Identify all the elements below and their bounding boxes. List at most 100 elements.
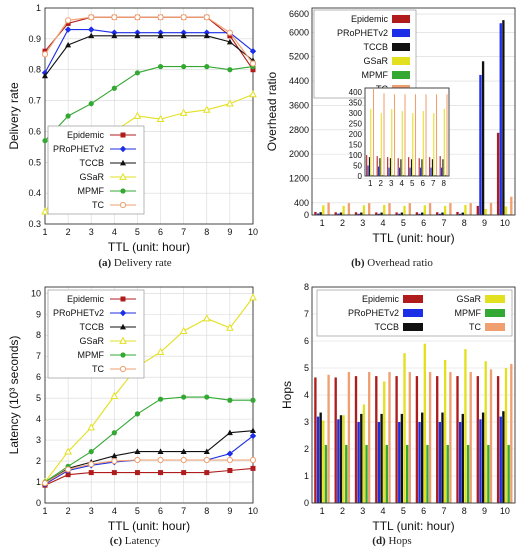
- data-point-tccb: [157, 448, 164, 455]
- y-tick-label: 0.4: [28, 188, 41, 198]
- bar-gsar: [401, 111, 403, 176]
- bar-tc: [446, 94, 448, 176]
- legend-label: MPMF: [78, 186, 105, 196]
- legend-label: TC: [92, 200, 104, 210]
- plot-frame: [44, 7, 254, 225]
- x-tick-label: 9: [227, 227, 232, 237]
- y-tick-label: 400: [349, 88, 363, 97]
- data-point-gsar: [110, 391, 119, 399]
- bar-tc: [388, 372, 391, 503]
- legend-box: [313, 9, 417, 99]
- bar-tc: [449, 203, 452, 215]
- bar-prophetv2: [337, 213, 340, 215]
- legend-label: PRoPHETv2: [53, 144, 104, 154]
- caption-d: (d) Hops: [372, 535, 412, 547]
- x-tick-label: 1: [368, 179, 373, 188]
- data-point-mpmf: [227, 397, 233, 403]
- legend-swatch: [392, 15, 410, 23]
- y-tick-label: 7: [304, 309, 309, 319]
- bar-mpmf: [487, 444, 490, 503]
- legend-marker: [120, 188, 126, 194]
- y-tick-label: 1200: [289, 173, 309, 183]
- x-tick-label: 2: [340, 506, 345, 516]
- y-tick-label: 2000: [289, 149, 309, 159]
- bar-tccb: [400, 159, 402, 176]
- bar-gsar: [422, 111, 424, 176]
- legend-marker: [119, 309, 127, 317]
- bar-epidemic: [334, 377, 337, 503]
- x-tick-label: 10: [248, 506, 258, 516]
- legend-swatch: [485, 309, 505, 317]
- y-tick-label: 350: [349, 99, 363, 108]
- bar-tccb: [441, 412, 444, 503]
- x-axis-label: TTL (unit: hour): [372, 519, 454, 533]
- data-point-tccb: [42, 72, 48, 79]
- x-tick-label: 5: [135, 506, 140, 516]
- data-point-epidemic: [250, 67, 256, 73]
- data-point-tc: [180, 456, 187, 464]
- legend-swatch: [392, 57, 410, 65]
- caption-b: (b) Overhead ratio: [351, 257, 433, 269]
- y-tick-label: 0: [304, 498, 309, 508]
- y-tick-label: 50: [353, 162, 362, 171]
- bar-epidemic: [439, 156, 441, 176]
- bar-prophetv2: [418, 422, 421, 503]
- series-line-mpmf: [44, 396, 253, 483]
- x-tick-label: 3: [360, 506, 365, 516]
- data-point-tc: [157, 456, 164, 464]
- bar-epidemic: [429, 157, 431, 176]
- legend-label: MPMF: [455, 308, 482, 318]
- bar-gsar: [383, 381, 386, 503]
- y-tick-label: 0.3: [28, 219, 41, 229]
- bar-tccb: [400, 413, 404, 503]
- data-point-mpmf: [204, 394, 210, 400]
- legend-label: GSaR: [456, 294, 481, 304]
- bar-prophetv2: [441, 167, 443, 176]
- bar-tccb: [481, 61, 485, 215]
- legend-label: MPMF: [362, 70, 389, 80]
- y-tick-label: 0.9: [28, 34, 41, 44]
- bar-epidemic: [436, 212, 439, 215]
- legend-marker: [119, 172, 127, 180]
- bar-prophetv2: [398, 422, 401, 503]
- bar-tc: [449, 372, 452, 503]
- x-tick-label: 3: [89, 506, 94, 516]
- x-tick-label: 1: [320, 218, 325, 228]
- y-tick-label: 3600: [289, 100, 309, 110]
- y-tick-label: 0.5: [28, 157, 41, 167]
- data-point-tc: [249, 60, 257, 67]
- legend-label: GSaR: [79, 172, 104, 182]
- data-point-mpmf: [65, 113, 71, 119]
- data-point-tc: [226, 456, 233, 464]
- data-point-gsar: [156, 114, 165, 122]
- y-tick-label: 2: [304, 444, 309, 454]
- caption-c: (c) Latency: [109, 535, 161, 547]
- data-point-gsar: [226, 323, 234, 331]
- bar-mpmf: [392, 174, 394, 176]
- y-tick-label: 0: [304, 210, 309, 220]
- data-point-gsar: [133, 111, 142, 119]
- bar-epidemic: [375, 376, 378, 503]
- bar-epidemic: [395, 212, 398, 215]
- bar-epidemic: [366, 155, 368, 176]
- data-point-tc: [111, 14, 118, 21]
- bar-mpmf: [382, 174, 384, 176]
- legend-label: TC: [92, 364, 104, 374]
- bar-tc: [425, 94, 427, 176]
- y-tick-label: 0: [36, 498, 41, 508]
- bar-tccb: [380, 212, 383, 215]
- bar-tc: [404, 94, 406, 176]
- data-point-mpmf: [181, 64, 187, 70]
- y-tick-label: 250: [349, 120, 363, 129]
- bar-tccb: [481, 412, 485, 503]
- data-point-tccb: [88, 32, 95, 39]
- x-tick-label: 9: [482, 506, 487, 516]
- data-point-epidemic: [111, 470, 117, 476]
- bar-epidemic: [375, 212, 378, 215]
- plot-frame: [44, 286, 254, 504]
- y-tick-label: 200: [349, 130, 363, 139]
- bar-tc: [435, 94, 438, 176]
- legend-swatch: [392, 71, 410, 79]
- bar-epidemic: [496, 132, 500, 215]
- bar-tccb: [368, 157, 370, 176]
